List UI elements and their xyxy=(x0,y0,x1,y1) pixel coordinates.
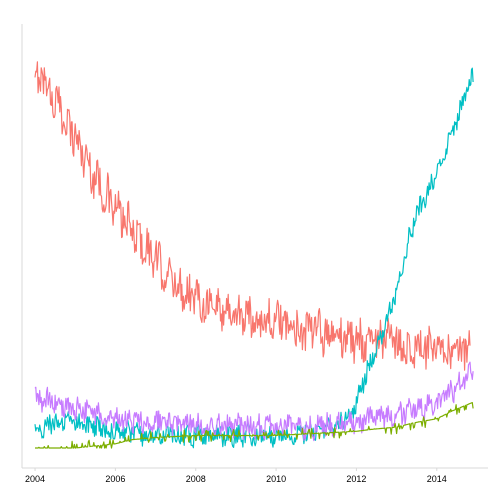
x-tick-label: 2012 xyxy=(346,474,366,484)
x-axis-ticks: 2004 2006 2008 2010 2012 2014 xyxy=(25,468,447,484)
x-tick-label: 2008 xyxy=(186,474,206,484)
x-tick-label: 2014 xyxy=(427,474,447,484)
series-line-1 xyxy=(35,62,470,370)
series-layer xyxy=(35,62,473,448)
series-line-2 xyxy=(35,68,473,448)
x-tick-label: 2006 xyxy=(105,474,125,484)
x-tick-label: 2004 xyxy=(25,474,45,484)
x-tick-label: 2010 xyxy=(266,474,286,484)
